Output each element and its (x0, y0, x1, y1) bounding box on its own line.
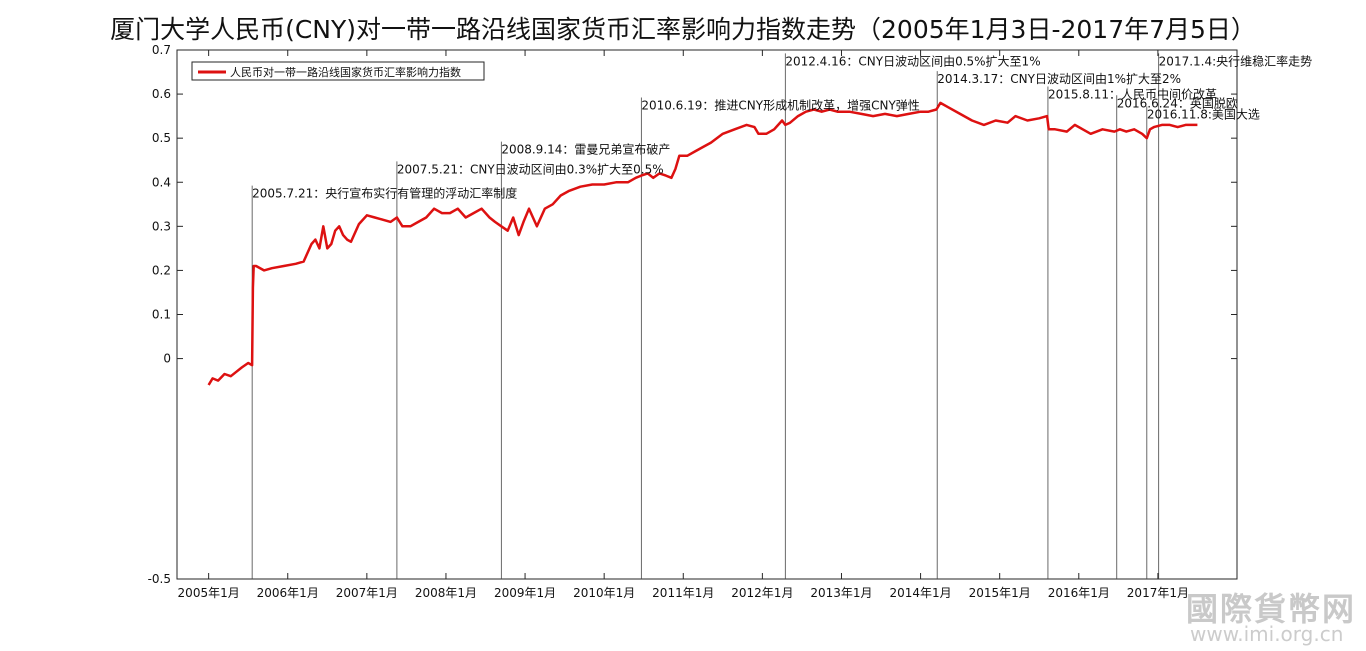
event-label: 2017.1.4:央行维稳汇率走势 (1159, 53, 1312, 68)
event-label: 2016.11.8:美国大选 (1147, 107, 1260, 121)
event-label: 2005.7.21：央行宣布实行有管理的浮动汇率制度 (252, 186, 517, 201)
y-tick-label: 0.4 (152, 175, 171, 189)
event-label: 2015.8.11：人民币中间价改革 (1048, 86, 1217, 101)
watermark-url: www.imi.org.cn (1190, 622, 1344, 646)
y-tick-label: 0 (163, 352, 171, 366)
watermark-logo: 國際貨幣网 (1186, 590, 1357, 628)
event-label: 2008.9.14：雷曼兄弟宣布破产 (501, 142, 670, 157)
event-label: 2012.4.16：CNY日波动区间由0.5%扩大至1% (785, 54, 1040, 68)
x-tick-label: 2006年1月 (257, 586, 319, 600)
legend: 人民币对一带一路沿线国家货币汇率影响力指数 (191, 61, 485, 81)
chart-title: 厦门大学人民币(CNY)对一带一路沿线国家货币汇率影响力指数走势（2005年1月… (110, 15, 1256, 44)
event-label: 2010.6.19：推进CNY形成机制改革，增强CNY弹性 (641, 99, 919, 113)
y-tick-label: 0.3 (152, 219, 171, 233)
x-tick-label: 2010年1月 (573, 586, 635, 600)
x-tick-label: 2009年1月 (494, 586, 556, 600)
x-tick-label: 2014年1月 (889, 586, 951, 600)
event-label: 2007.5.21：CNY日波动区间由0.3%扩大至0.5% (397, 162, 664, 176)
y-tick-label: 0.6 (152, 87, 171, 101)
y-tick-label: -0.5 (148, 572, 171, 586)
x-tick-label: 2012年1月 (731, 586, 793, 600)
y-tick-label: 0.5 (152, 131, 171, 145)
y-tick-label: 0.7 (152, 43, 171, 57)
x-tick-label: 2008年1月 (415, 586, 477, 600)
plot-area (176, 49, 1238, 580)
x-tick-label: 2007年1月 (336, 586, 398, 600)
x-tick-label: 2016年1月 (1048, 586, 1110, 600)
x-tick-label: 2017年1月 (1127, 586, 1189, 600)
y-tick-label: 0.1 (152, 308, 171, 322)
y-tick-label: 0.2 (152, 263, 171, 277)
x-tick-label: 2011年1月 (652, 586, 714, 600)
x-tick-label: 2013年1月 (810, 586, 872, 600)
legend-entry: 人民币对一带一路沿线国家货币汇率影响力指数 (230, 65, 461, 79)
legend-box (191, 61, 485, 81)
series-line (207, 101, 1198, 386)
x-tick-label: 2015年1月 (969, 586, 1031, 600)
event-label: 2014.3.17：CNY日波动区间由1%扩大至2% (937, 72, 1181, 86)
event-label: 2016.6.24：英国脱欧 (1117, 95, 1238, 110)
x-tick-label: 2005年1月 (178, 586, 240, 600)
